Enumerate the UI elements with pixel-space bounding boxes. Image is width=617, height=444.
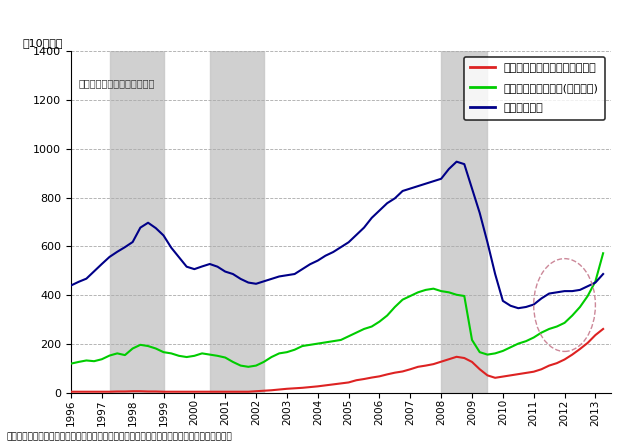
Bar xyxy=(210,51,263,393)
Text: 影の部分は日本の景気後退期: 影の部分は日本の景気後退期 xyxy=(78,78,155,88)
Text: 国内・海外の設備投資（輸送機械）: 国内・海外の設備投資（輸送機械） xyxy=(228,10,389,28)
Bar xyxy=(110,51,164,393)
Text: （10億円）: （10億円） xyxy=(22,38,63,48)
Text: （出所）財務省「法人企業統計」、経済産業省「海外現地法人四半期調査」より大和総研作成: （出所）財務省「法人企業統計」、経済産業省「海外現地法人四半期調査」より大和総研… xyxy=(6,433,232,442)
Legend: 海外現法の設備投資（アジア）, 海外現法の設備投資(海外合計), 国内設備投資: 海外現法の設備投資（アジア）, 海外現法の設備投資(海外合計), 国内設備投資 xyxy=(464,57,605,120)
Bar xyxy=(441,51,487,393)
